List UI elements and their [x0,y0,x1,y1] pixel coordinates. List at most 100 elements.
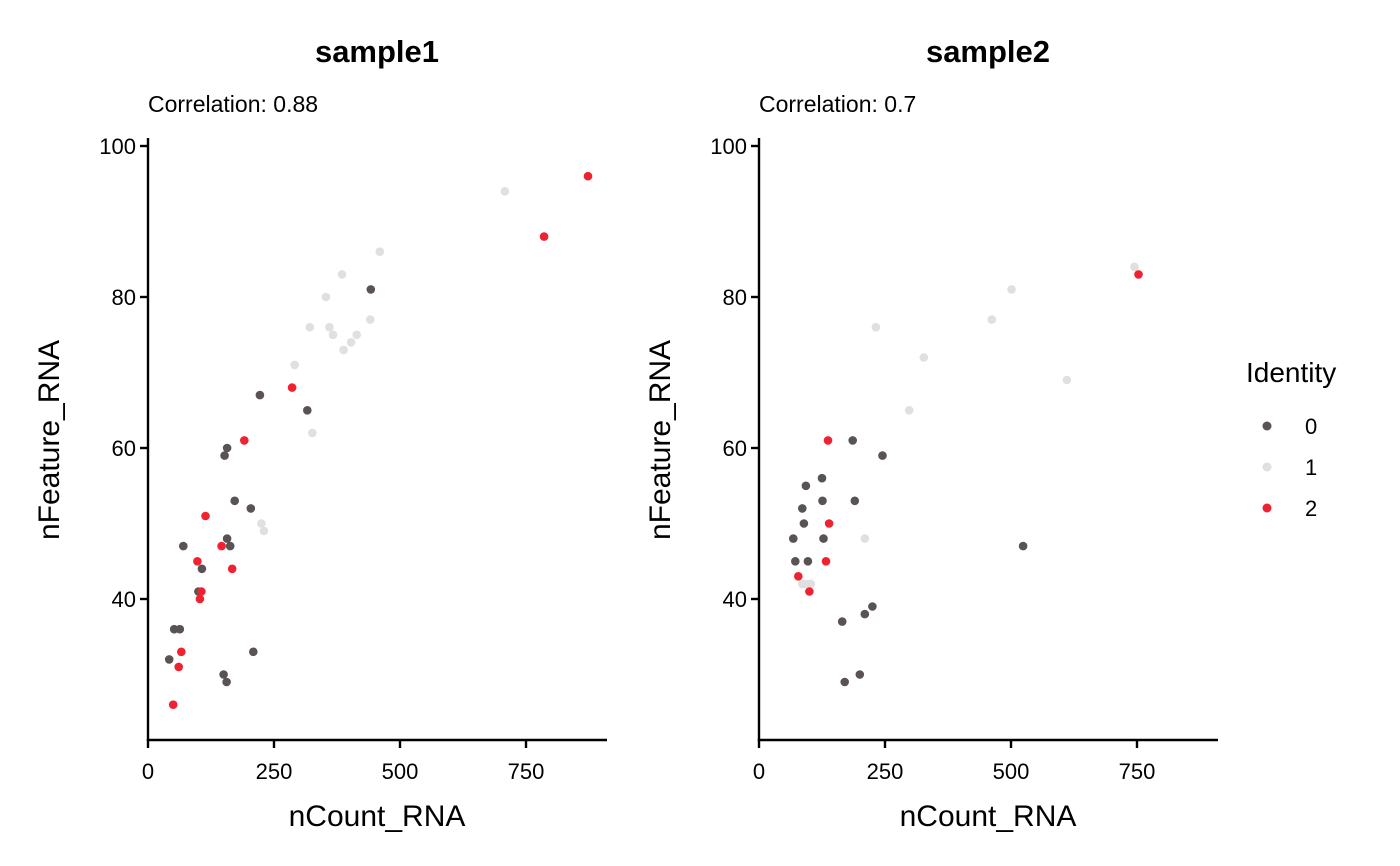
point-identity-0 [855,670,865,679]
point-identity-1 [904,406,914,415]
panel-title: sample2 [926,34,1050,69]
point-identity-2 [177,647,186,657]
points-group [789,262,1143,687]
point-identity-0 [801,481,811,491]
point-identity-1 [871,322,881,332]
legend-key-0 [1262,421,1272,431]
legend-key-1 [1262,462,1272,472]
legend-label-0: 0 [1305,414,1317,439]
point-identity-1 [259,526,269,536]
y-axis-label: nFeature_RNA [33,340,66,540]
x-tick-label: 500 [382,759,419,784]
point-identity-1 [352,330,362,340]
y-axis-label: nFeature_RNA [644,340,677,540]
point-identity-1 [987,315,997,324]
point-identity-2 [193,557,202,566]
point-identity-0 [799,519,809,528]
legend-label-2: 2 [1305,496,1317,521]
point-identity-1 [328,330,338,340]
point-identity-0 [179,541,188,551]
point-identity-0 [255,390,265,400]
point-identity-1 [1007,285,1016,294]
point-identity-2 [805,587,814,596]
point-identity-1 [1062,375,1072,385]
legend-key-2 [1262,503,1272,513]
point-identity-1 [860,534,870,543]
point-identity-1 [257,519,266,528]
y-tick-label: 40 [723,587,747,612]
point-identity-1 [325,322,334,332]
x-tick-label: 250 [256,759,293,784]
legend-item-2: 2 [1262,496,1317,521]
point-identity-2 [583,171,593,181]
y-tick-label: 80 [723,285,747,310]
x-tick-label: 0 [753,759,765,784]
x-tick-label: 750 [1119,759,1156,784]
legend-label-1: 1 [1305,455,1317,480]
point-identity-0 [246,504,256,513]
point-identity-1 [366,315,375,324]
point-identity-0 [366,285,376,294]
panel-sample2: sample2 Correlation: 0.7 nCount_RNA nFea… [644,34,1218,833]
point-identity-1 [806,579,816,589]
point-identity-0 [220,451,229,460]
point-identity-0 [850,496,860,506]
x-tick-label: 500 [993,759,1030,784]
point-identity-2 [1134,270,1143,279]
point-identity-2 [227,564,237,574]
x-tick-label: 750 [508,759,545,784]
point-identity-1 [321,292,331,302]
panel-subtitle: Correlation: 0.7 [759,91,916,117]
points-group [164,171,593,709]
y-tick-label: 100 [99,134,136,159]
point-identity-2 [287,383,297,392]
point-identity-1 [500,187,510,196]
x-axis-label: nCount_RNA [900,800,1077,833]
point-identity-2 [201,511,210,521]
point-identity-0 [1018,541,1028,551]
point-identity-0 [819,534,828,543]
point-identity-0 [848,436,857,445]
point-identity-0 [219,670,228,679]
point-identity-2 [195,594,205,604]
point-identity-0 [803,557,813,566]
point-identity-1 [919,353,929,362]
point-identity-0 [164,655,174,664]
point-identity-2 [539,232,549,241]
legend: Identity 0 1 2 [1246,357,1336,521]
legend-title: Identity [1246,357,1336,388]
y-tick-label: 60 [112,436,136,461]
point-identity-2 [174,662,183,672]
point-identity-0 [791,557,800,566]
point-identity-0 [868,602,877,611]
point-identity-0 [840,677,849,687]
y-ticks: 40 60 80 100 [99,134,148,612]
point-identity-2 [821,557,831,566]
point-identity-2 [197,587,206,596]
x-tick-label: 0 [142,759,154,784]
point-identity-0 [817,473,827,483]
point-identity-2 [240,436,249,445]
point-identity-2 [794,572,803,581]
x-axis-label: nCount_RNA [289,800,466,833]
point-identity-2 [823,436,833,445]
panel-subtitle: Correlation: 0.88 [148,91,318,117]
point-identity-1 [375,247,385,256]
panel-sample1: sample1 Correlation: 0.88 nCount_RNA nFe… [33,34,607,833]
point-identity-0 [837,617,847,626]
point-identity-1 [1130,262,1139,272]
y-tick-label: 80 [112,285,136,310]
point-identity-0 [798,504,807,513]
point-identity-0 [818,496,827,506]
y-tick-label: 100 [710,134,747,159]
point-identity-0 [222,443,232,453]
point-identity-2 [217,541,226,551]
point-identity-1 [290,360,300,370]
point-identity-0 [249,647,258,657]
y-ticks: 40 60 80 100 [710,134,759,612]
point-identity-0 [230,496,239,506]
legend-item-1: 1 [1262,455,1317,480]
y-tick-label: 60 [723,436,747,461]
x-ticks: 0 250 500 750 [753,740,1155,784]
